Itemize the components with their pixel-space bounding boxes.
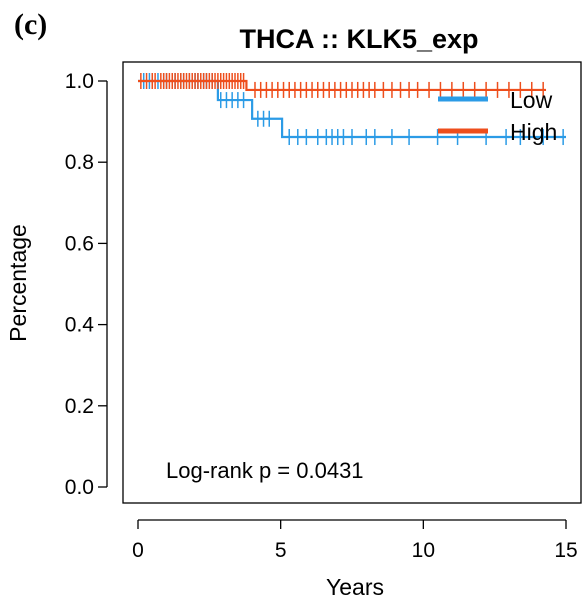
y-tick-label: 0.2 [65, 395, 94, 418]
legend-label-high: High [510, 119, 557, 145]
y-tick-label: 1.0 [65, 70, 94, 93]
legend-label-low: Low [510, 87, 553, 113]
y-axis-title: Percentage [5, 224, 31, 342]
x-tick-label: 15 [554, 539, 577, 562]
panel-label: (c) [14, 8, 47, 41]
series-layer [138, 73, 566, 146]
plot-frame [122, 61, 582, 504]
y-tick-label: 0.8 [65, 151, 94, 174]
log-rank-annotation: Log-rank p = 0.0431 [166, 458, 364, 483]
x-tick-label: 10 [412, 539, 435, 562]
x-tick-label: 0 [132, 539, 144, 562]
y-tick-label: 0.0 [65, 476, 94, 499]
axes-group: 0 5 10 15 0.0 0.2 0.4 0.6 0.8 1.0 [65, 70, 578, 562]
y-tick-label: 0.4 [65, 314, 95, 337]
curve-high [138, 79, 547, 92]
x-tick-label: 5 [275, 539, 287, 562]
y-tick-label: 0.6 [65, 232, 94, 255]
chart-title: THCA :: KLK5_exp [239, 24, 478, 54]
legend: Low High [438, 87, 557, 145]
x-axis-title: Years [326, 574, 384, 600]
